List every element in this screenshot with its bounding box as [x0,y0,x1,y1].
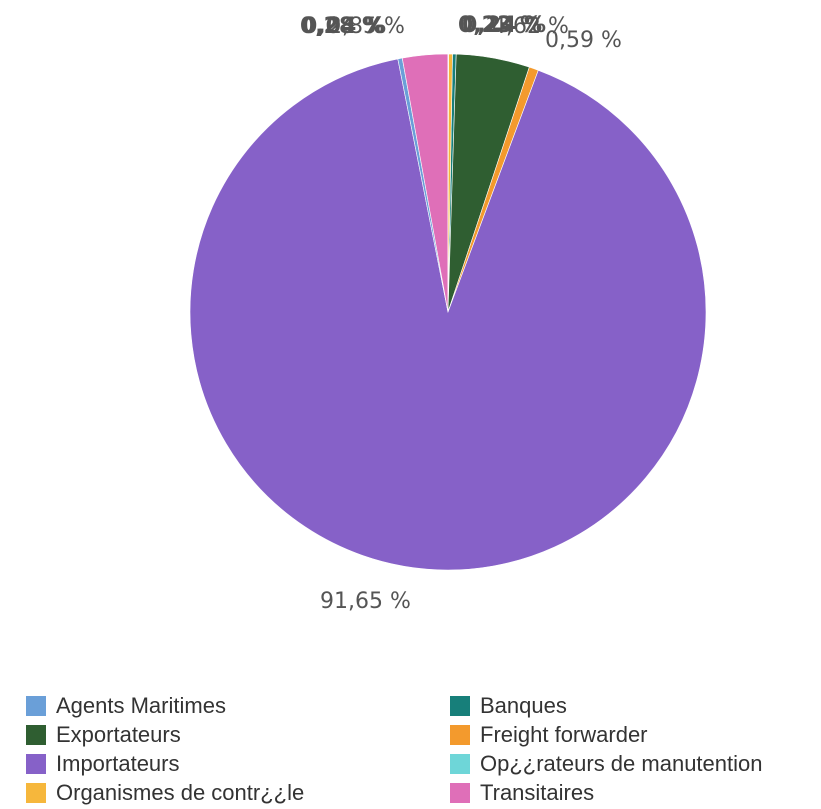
data-label: 0,24 % [462,13,546,38]
pie-chart: 0,28 % 0,23 %4,62 %0,59 % 91,65 % 0,04 % 0,2… [189,13,707,614]
legend-item[interactable]: Organismes de contr¿¿le [26,779,304,807]
legend-swatch [26,754,46,774]
data-label: 2,85 % [328,14,405,39]
legend-label: Importateurs [56,751,180,776]
legend-swatch [26,696,46,716]
data-label: 4,62 % [492,14,569,39]
legend-item[interactable]: Agents Maritimes [26,692,226,720]
legend-label: Organismes de contr¿¿le [56,780,305,805]
legend-swatch [26,725,46,745]
data-label: 0,28 % [300,14,384,39]
legend-swatch [450,783,470,803]
legend-item[interactable]: Freight forwarder [450,721,648,749]
legend-item[interactable]: Importateurs [26,750,180,778]
legend-label: Banques [480,693,567,718]
data-label: 0,59 % [545,28,622,53]
legend-label: Op¿¿rateurs de manutention [480,751,763,776]
legend-item[interactable]: Exportateurs [26,721,181,749]
data-label: 91,65 % [320,589,411,614]
legend-swatch [450,725,470,745]
legend-label: Agents Maritimes [56,693,226,718]
data-label: 0,23 % [458,13,542,38]
pie-slice-organismes-de-contr-le[interactable] [447,53,453,313]
legend-label: Freight forwarder [480,722,648,747]
legend-item[interactable]: Transitaires [450,779,594,807]
legend-label: Transitaires [480,780,595,805]
legend-swatch [450,696,470,716]
data-label: 0,04 % [302,14,386,39]
legend-swatch [26,783,46,803]
pie-slice-importateurs[interactable] [189,58,707,571]
legend-swatch [450,754,470,774]
legend-item[interactable]: Banques [450,692,567,720]
legend-label: Exportateurs [56,722,181,747]
legend-item[interactable]: Op¿¿rateurs de manutention [450,750,762,778]
